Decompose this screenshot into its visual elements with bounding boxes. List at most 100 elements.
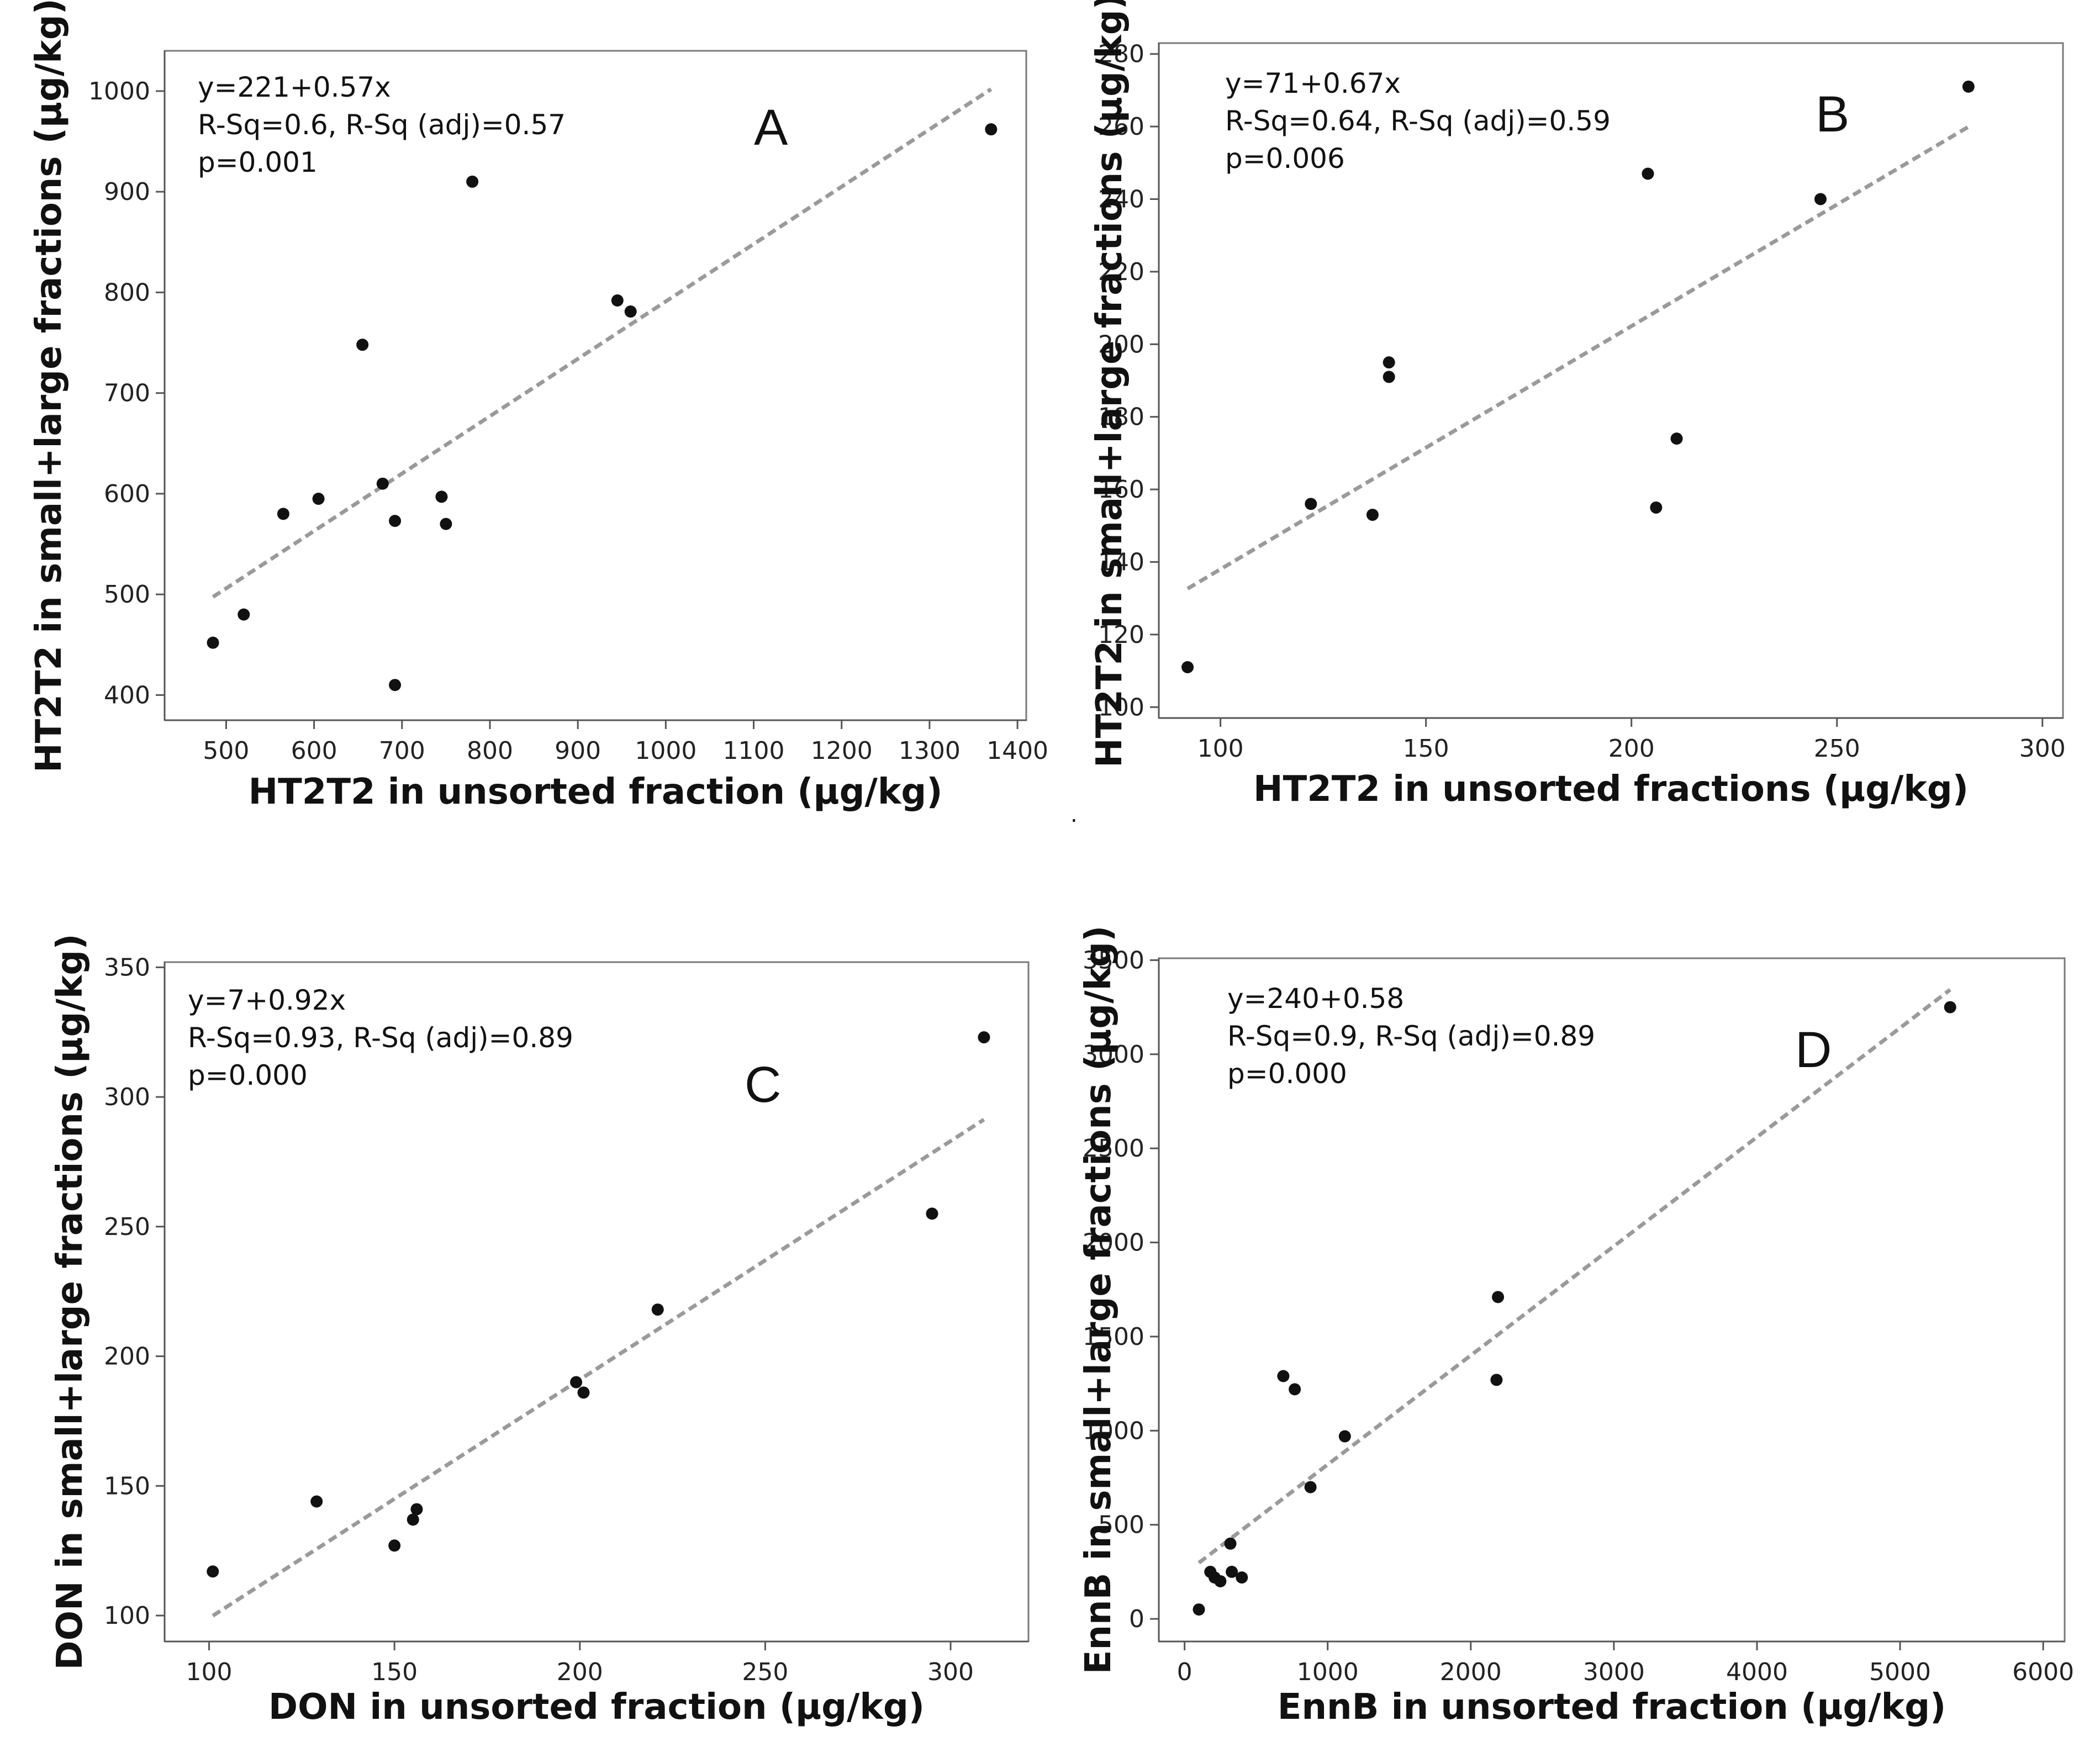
data-point [1236, 1571, 1248, 1584]
x-tick-label: 6000 [2012, 1658, 2074, 1686]
y-tick-label: 3500 [1083, 946, 1144, 974]
annotation-line: p=0.001 [198, 146, 318, 178]
annotation-line: R-Sq=0.93, R-Sq (adj)=0.89 [188, 1022, 573, 1054]
x-tick-label: 1300 [899, 737, 961, 765]
annotation-line: y=71+0.67x [1225, 67, 1401, 99]
annotation-line: y=240+0.58 [1227, 983, 1404, 1015]
x-tick-label: 800 [467, 737, 513, 765]
data-point [577, 1386, 590, 1399]
data-point [1492, 1291, 1505, 1303]
x-axis-title: HT2T2 in unsorted fraction (µg/kg) [249, 772, 943, 812]
x-tick-label: 250 [1814, 735, 1860, 763]
x-tick-label: 200 [1608, 735, 1655, 763]
x-tick-label: 200 [557, 1658, 603, 1686]
y-tick-label: 250 [104, 1213, 150, 1241]
x-tick-label: 500 [203, 737, 249, 765]
data-point [1366, 509, 1379, 521]
data-point [440, 518, 452, 530]
data-point [570, 1376, 583, 1389]
x-tick-label: 1000 [635, 737, 697, 765]
annotation-line: p=0.006 [1225, 142, 1345, 175]
data-point [1277, 1370, 1290, 1382]
data-point [407, 1513, 419, 1526]
x-axis-title: DON in unsorted fraction (µg/kg) [268, 1687, 925, 1728]
x-tick-label: 2000 [1440, 1658, 1502, 1686]
panel-b: 100 150 200 250 300 100 120 140 160 180 200 220 240 2… [1089, 0, 2066, 810]
y-tick-label: 200 [104, 1343, 150, 1371]
x-tick-label: 250 [742, 1658, 788, 1686]
annotation-line: p=0.000 [1227, 1058, 1347, 1090]
annotation-line: y=7+0.92x [188, 984, 346, 1016]
x-axis-title: EnnB in unsorted fraction (µg/kg) [1278, 1687, 1946, 1728]
annotation-line: R-Sq=0.64, R-Sq (adj)=0.59 [1225, 105, 1611, 137]
y-tick-label: 300 [104, 1083, 150, 1111]
y-tick-label: 2500 [1083, 1134, 1144, 1163]
data-point [978, 1031, 990, 1044]
data-point [1214, 1575, 1227, 1587]
y-tick-label: 1000 [88, 77, 150, 105]
data-point [388, 1539, 401, 1552]
data-point [207, 1565, 219, 1578]
y-tick-label: 240 [1098, 186, 1144, 214]
data-point [1181, 661, 1194, 674]
panel-d: 0 1000 2000 3000 4000 5000 6000 0 500 1000 1500 200… [1078, 926, 2074, 1728]
data-point [310, 1495, 323, 1508]
x-tick-label: 300 [2019, 735, 2066, 763]
data-point [1305, 498, 1317, 510]
data-point [277, 508, 289, 520]
x-tick-label: 900 [555, 737, 601, 765]
data-point [238, 608, 250, 621]
x-tick-label: 1100 [723, 737, 785, 765]
chart-panels: 500 600 700 800 900 1000 1100 1200 1300 140040050… [29, 0, 2074, 1728]
data-point [1226, 1565, 1238, 1578]
panel-c: 100 150 200 250 300 100 150 200 250 300 350 y=7+0.9… [50, 934, 1030, 1728]
y-tick-label: 1500 [1083, 1323, 1144, 1351]
y-tick-label: 2000 [1083, 1229, 1144, 1257]
y-axis-title: EnnB in small+large fractions (µg/kg) [1078, 926, 1119, 1674]
x-tick-label: 1200 [811, 737, 873, 765]
y-tick-label: 180 [1098, 403, 1144, 431]
annotation-line: R-Sq=0.6, R-Sq (adj)=0.57 [198, 109, 566, 141]
x-tick-label: 700 [379, 737, 425, 765]
fit-line [212, 1118, 985, 1618]
y-tick-label: 160 [1098, 476, 1144, 504]
plot-frame [163, 50, 1027, 721]
y-tick-label: 1000 [1083, 1417, 1144, 1445]
data-point [1670, 432, 1683, 445]
data-point [611, 294, 624, 307]
y-tick-label: 400 [104, 681, 150, 709]
y-tick-label: 100 [104, 1602, 150, 1630]
data-point [435, 490, 448, 503]
y-tick-label: 350 [104, 953, 150, 981]
data-point [1224, 1537, 1237, 1550]
x-tick-label: 300 [927, 1658, 974, 1686]
data-point [1650, 501, 1663, 514]
data-point [926, 1207, 938, 1220]
y-tick-label: 500 [104, 580, 150, 609]
annotation-line: R-Sq=0.9, R-Sq (adj)=0.89 [1227, 1020, 1595, 1052]
y-tick-label: 900 [104, 178, 150, 206]
plot-frame [1158, 42, 2064, 719]
separator-dot: . [1070, 802, 1078, 827]
y-tick-label: 260 [1098, 113, 1144, 141]
y-tick-label: 100 [1098, 693, 1144, 721]
x-tick-label: 3000 [1583, 1658, 1645, 1686]
y-tick-label: 0 [1129, 1605, 1144, 1633]
data-point [1944, 1001, 1956, 1013]
y-tick-label: 3000 [1083, 1041, 1144, 1069]
y-tick-label: 280 [1098, 40, 1144, 68]
x-tick-label: 5000 [1869, 1658, 1931, 1686]
y-axis-title: HT2T2 in small+large fractions (µg/kg) [1089, 0, 1130, 768]
annotation-line: p=0.000 [188, 1059, 308, 1091]
data-point [207, 636, 219, 649]
x-tick-label: 0 [1177, 1658, 1193, 1686]
y-tick-label: 140 [1098, 548, 1144, 576]
data-point [985, 123, 998, 136]
data-point [466, 175, 479, 188]
y-tick-label: 500 [1098, 1511, 1144, 1539]
x-tick-label: 150 [371, 1658, 418, 1686]
y-tick-label: 700 [104, 379, 150, 408]
x-tick-label: 100 [1197, 735, 1244, 763]
data-point [1490, 1374, 1503, 1386]
